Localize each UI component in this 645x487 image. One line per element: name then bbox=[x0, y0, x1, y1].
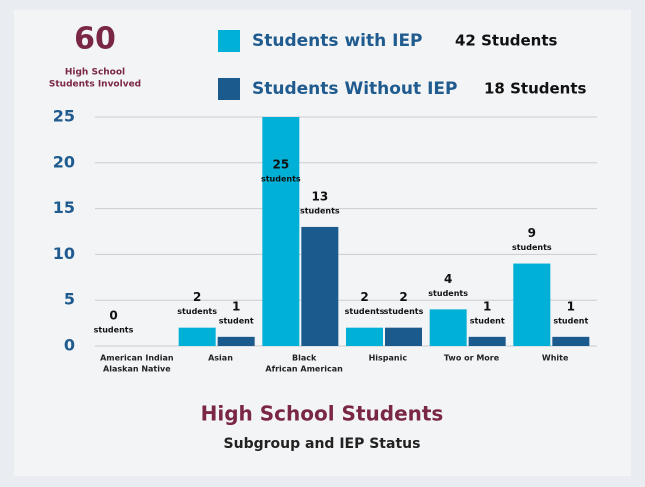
x-tick-label: African American bbox=[265, 365, 343, 374]
value-label: 13 bbox=[311, 189, 328, 203]
bar bbox=[178, 327, 216, 346]
x-tick-label: Asian bbox=[208, 354, 233, 363]
bar bbox=[513, 263, 551, 346]
value-label: students bbox=[384, 307, 424, 316]
x-tick-label: White bbox=[542, 354, 569, 363]
value-label: 2 bbox=[399, 290, 407, 304]
y-tick-label: 20 bbox=[53, 152, 75, 171]
value-label: 0 bbox=[109, 309, 117, 323]
x-tick-label: Two or More bbox=[444, 354, 500, 363]
bar bbox=[346, 327, 383, 346]
value-label: students bbox=[512, 243, 552, 252]
bar bbox=[262, 117, 300, 346]
value-label: 2 bbox=[193, 290, 201, 304]
value-label: students bbox=[177, 307, 217, 316]
y-tick-label: 25 bbox=[53, 107, 75, 126]
value-label: student bbox=[470, 316, 505, 325]
y-tick-label: 15 bbox=[53, 198, 75, 217]
value-label: students bbox=[94, 326, 134, 335]
value-label: 4 bbox=[444, 272, 452, 286]
value-label: 25 bbox=[272, 158, 289, 172]
legend-total: 18 Students bbox=[484, 80, 587, 98]
legend-total: 42 Students bbox=[455, 32, 558, 50]
value-label: 9 bbox=[528, 226, 536, 240]
bar bbox=[429, 309, 467, 346]
bar bbox=[217, 336, 255, 346]
value-label: students bbox=[261, 175, 301, 184]
headline-caption: High School bbox=[65, 68, 125, 78]
chart-title: High School Students bbox=[201, 402, 444, 426]
legend-swatch bbox=[218, 30, 240, 52]
value-label: 1 bbox=[232, 299, 240, 313]
bar bbox=[301, 226, 339, 346]
headline: 60 bbox=[74, 22, 116, 57]
x-tick-label: American Indian bbox=[100, 354, 174, 363]
x-tick-label: Alaskan Native bbox=[103, 365, 171, 374]
x-tick-label: Hispanic bbox=[369, 354, 408, 363]
y-tick-label: 0 bbox=[64, 336, 75, 355]
bar bbox=[385, 327, 422, 346]
bar bbox=[552, 336, 590, 346]
legend-label: Students with IEP bbox=[252, 31, 423, 51]
y-tick-label: 5 bbox=[64, 290, 75, 309]
value-label: 2 bbox=[360, 290, 368, 304]
x-tick-label: Black bbox=[292, 354, 317, 363]
headline-caption: Students Involved bbox=[49, 80, 141, 90]
value-label: students bbox=[300, 206, 340, 215]
legend-label: Students Without IEP bbox=[252, 79, 457, 99]
value-label: students bbox=[428, 289, 468, 298]
value-label: students bbox=[345, 307, 385, 316]
legend-swatch bbox=[218, 78, 240, 100]
value-label: 1 bbox=[567, 299, 575, 313]
value-label: student bbox=[219, 316, 254, 325]
value-label: student bbox=[553, 316, 588, 325]
chart-subtitle: Subgroup and IEP Status bbox=[224, 436, 421, 452]
y-tick-label: 10 bbox=[53, 244, 75, 263]
value-label: 1 bbox=[483, 299, 491, 313]
bar bbox=[468, 336, 506, 346]
